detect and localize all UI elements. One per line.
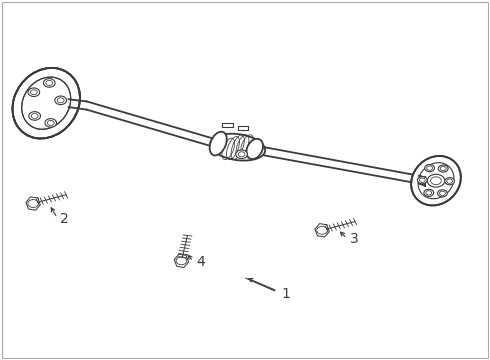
Circle shape: [28, 88, 40, 96]
Ellipse shape: [210, 132, 227, 156]
Circle shape: [424, 189, 434, 197]
Ellipse shape: [246, 139, 263, 159]
Circle shape: [439, 165, 448, 172]
Text: 1: 1: [282, 287, 291, 301]
Polygon shape: [315, 224, 329, 237]
Text: 3: 3: [350, 232, 359, 246]
Polygon shape: [174, 254, 189, 267]
Circle shape: [438, 190, 447, 197]
Circle shape: [55, 96, 67, 105]
Circle shape: [427, 174, 445, 187]
Ellipse shape: [12, 68, 80, 139]
Circle shape: [417, 177, 427, 184]
Ellipse shape: [411, 156, 461, 206]
Circle shape: [44, 78, 55, 87]
Circle shape: [445, 177, 455, 185]
Circle shape: [236, 150, 247, 158]
Text: 4: 4: [196, 255, 205, 269]
Polygon shape: [26, 197, 40, 210]
Circle shape: [29, 112, 41, 120]
Circle shape: [425, 165, 435, 172]
Ellipse shape: [210, 134, 265, 161]
Circle shape: [45, 118, 56, 127]
Text: 2: 2: [60, 212, 69, 226]
